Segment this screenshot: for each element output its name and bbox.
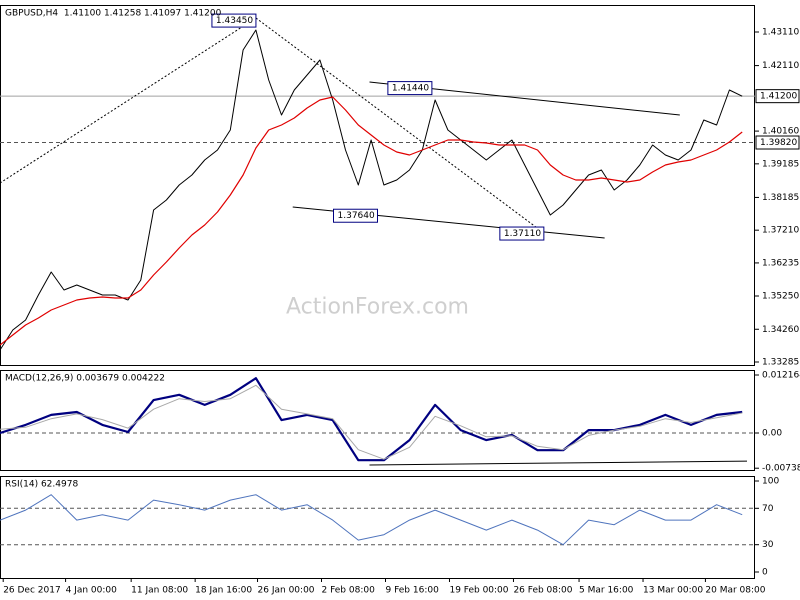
x-tick-label: 5 Mar 16:00 [579,586,634,596]
y-tick-label: 1.39185 [762,159,799,169]
panel-title: MACD(12,26,9) 0.003679 0.004222 [5,374,165,384]
x-tick-label: 9 Feb 16:00 [385,586,439,596]
trendline [369,460,748,466]
panel-title: RSI(14) 62.4978 [5,480,78,490]
x-tick-label: 11 Jan 08:00 [131,586,188,596]
level-label-box [755,135,800,150]
price-annotation-box [211,13,257,28]
y-tick-label: 0.00 [762,428,782,438]
x-tick-label: 4 Jan 00:00 [66,586,118,596]
y-tick-label: 0.012164 [762,370,800,380]
series-line [0,494,743,546]
trendline [0,17,257,184]
panel-frame [0,5,755,366]
x-tick-label: 20 Mar 08:00 [705,586,765,596]
x-tick-label: 2 Feb 08:00 [322,586,376,596]
price-annotation-box [499,226,545,241]
level-label: 1.41200 [760,92,797,102]
y-tick-label: 100 [762,477,779,487]
y-tick-label: 70 [762,504,774,514]
y-tick-label: 30 [762,540,774,550]
y-tick-label: 1.40160 [762,127,799,137]
x-tick-label: 18 Jan 16:00 [195,586,252,596]
price-annotation-box [387,81,433,96]
x-tick-label: 26 Jan 00:00 [258,586,315,596]
x-tick-label: 13 Mar 00:00 [643,586,703,596]
y-tick-label: 1.43110 [762,28,799,38]
y-tick-label: 1.33285 [762,358,799,368]
panel-title: GBPUSD,H4 1.41100 1.41258 1.41097 1.4120… [5,9,222,19]
price-annotation: 1.41440 [392,84,429,94]
panel-frame [0,370,755,471]
y-tick-label: 1.42110 [762,61,799,71]
price-annotation: 1.37110 [504,229,541,239]
y-tick-label: 1.36235 [762,258,799,268]
x-tick-label: 19 Feb 00:00 [449,586,508,596]
y-tick-label: -0.007384 [762,464,800,474]
level-label: 1.39820 [760,138,797,148]
price-annotation-box [333,208,378,223]
y-tick-label: 1.38185 [762,193,799,203]
price-annotation: 1.37640 [338,211,375,221]
x-tick-label: 26 Feb 08:00 [513,586,572,596]
level-label-box [755,89,800,104]
y-tick-label: 1.37210 [762,226,799,236]
price-annotation: 1.43450 [216,16,253,26]
series-line [0,96,743,346]
series-line [0,384,743,460]
x-tick-label: 26 Dec 2017 [3,586,61,596]
y-tick-label: 0 [762,567,768,577]
panel-frame [0,476,755,579]
y-tick-label: 1.34260 [762,325,799,335]
y-tick-label: 1.35250 [762,292,799,302]
watermark: ActionForex.com [286,294,469,319]
